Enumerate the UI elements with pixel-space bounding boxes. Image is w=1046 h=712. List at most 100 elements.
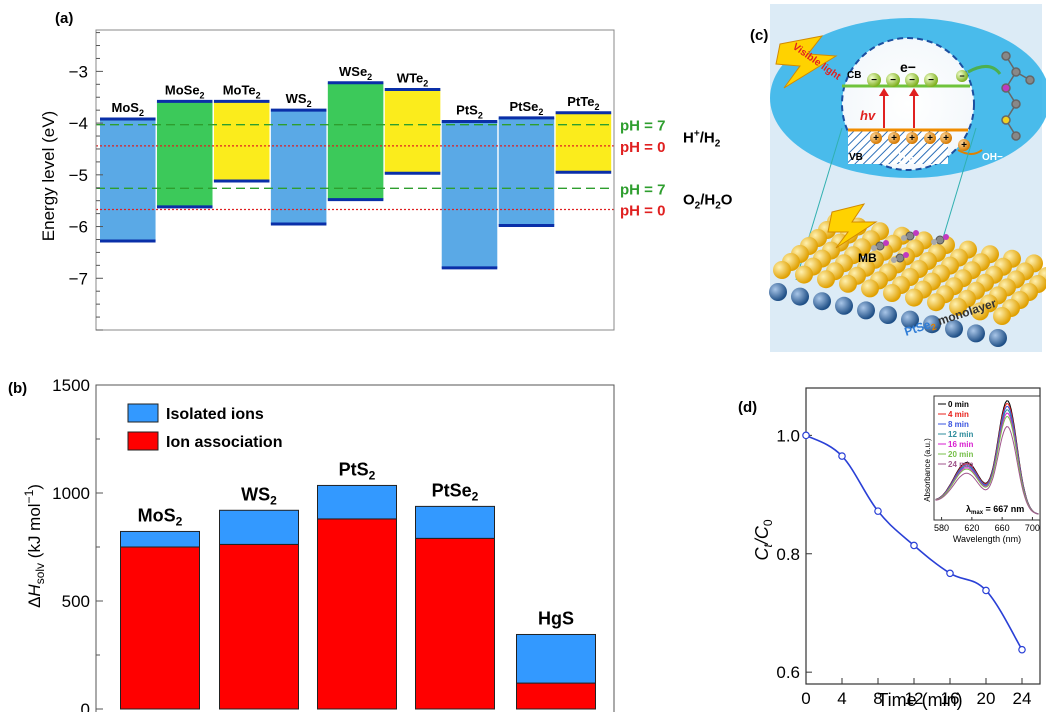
inset-annotation: λmax = 667 nm [966,504,1024,516]
inset-spectrum-line [935,426,1039,515]
oh-label: OH− [982,152,1003,163]
category-label: WS2 [241,484,277,507]
data-point [802,431,810,440]
bar-ion-association [415,537,495,710]
mb-atom [905,231,915,241]
ptse2-monolayer-lattice [769,213,1046,347]
category-label: MoSe2 [165,82,205,100]
band-bar [384,89,441,174]
band-bar [555,112,612,173]
lightning-icon [775,35,838,89]
reference-label: pH = 7 [620,181,665,198]
inset-legend-label: 8 min [948,420,969,429]
y-tick-label: 1.0 [776,426,800,445]
inset-spectrum: 580 620 660 700 Wavelength (nm) Absorbance (a… [923,395,1041,544]
se-atom [945,319,963,338]
panel-d-kinetics-chart: 0 4 8 12 16 20 24 0.6 0.8 1.0 580 620 660 700 Waveleng… [776,387,1041,708]
bar-isolated-ions [120,530,200,548]
y-tick-label: 0.6 [776,663,800,682]
bar-ion-association [120,546,200,710]
mb-label: MB [858,251,877,265]
band-bar [441,121,498,268]
x-tick-label: 8 [873,689,882,708]
y-tick-label: 500 [62,592,90,611]
plot-frame [805,387,1041,685]
category-label: PtSe2 [510,99,544,117]
inset-legend-label: 0 min [948,400,969,409]
category-label: WSe2 [339,64,372,82]
category-label: PtS2 [456,103,483,121]
bar-isolated-ions [317,484,397,520]
pt-atom [839,274,857,293]
y-axis: −7 −6 −5 −4 −3 [69,32,103,331]
band-bar [327,82,384,200]
inset-legend-label: 20 min [948,450,973,459]
panel-d-xlabel: Time (min) [877,690,962,710]
data-point [874,507,882,515]
mb-molecule-icon [1001,51,1035,141]
bar-isolated-ions [415,505,495,539]
inset-legend-label: 24 min [948,460,973,469]
y-tick-label: 1500 [52,376,90,395]
hv-label: hv [860,108,876,123]
y-tick-label: −3 [69,62,88,81]
panel-d-ylabel: Ct/C0 [752,519,775,560]
reference-label: pH = 0 [620,139,665,156]
data-point [982,586,990,595]
category-label: PtS2 [339,459,376,482]
data-point [1018,645,1026,654]
x-tick-label: 16 [941,689,960,708]
panel-label-b: (b) [8,380,27,397]
pt-atom [949,297,967,316]
x-tick-label: 0 [801,689,810,708]
band-bars [100,81,612,270]
legend-swatch [127,403,159,423]
mb-atom [943,234,949,240]
x-tick-label: 24 [1013,689,1032,708]
y-tick-label: −5 [69,166,88,185]
hole-balls: + + + + + + [870,132,970,151]
mb-atom [901,235,907,241]
pt-atom [861,279,879,298]
y-tick-label: −4 [69,114,88,133]
electron-label: e− [900,59,916,75]
x-tick-label: 4 [837,689,846,708]
svg-text:+: + [891,133,897,144]
panel-c-schematic: (c) CB VB − − − − − e− + + + + + + h+ [750,4,1046,352]
legend-swatch [127,431,159,451]
inset-x-tick-label: 700 [1025,523,1040,533]
mb-atom [913,230,919,236]
legend-label: Ion association [166,434,282,451]
excitation-arrows [879,88,919,128]
panel-b-solvation-chart: MoS2 WS2 PtS2 PtSe2 HgS 0 500 1000 1500 Isolated … [52,376,615,712]
inset-ylabel: Absorbance (a.u.) [923,438,932,502]
category-label: MoS2 [138,505,183,528]
band-bar [213,101,270,182]
pt-atom [817,270,835,289]
mb-atom [903,252,909,258]
inset-legend-label: 4 min [948,410,969,419]
bar-ion-association [219,543,299,710]
svg-text:−: − [928,75,934,86]
panel-b-ylabel: ΔHsolv (kJ mol−1) [22,484,47,608]
band-bar [156,101,213,207]
oh-arrow [957,149,983,155]
pt-atom [773,261,791,279]
category-label: MoS2 [112,100,144,118]
se-atom [989,329,1007,347]
se-atom [813,292,831,311]
zoom-line-right [939,127,977,249]
legend-label: Isolated ions [166,406,264,423]
pt-atom [905,288,923,307]
category-label: PtTe2 [567,94,599,112]
mb-atom [895,253,905,263]
svg-text:+: + [927,133,933,144]
y-tick-label: −6 [69,218,88,237]
se-atom [879,306,897,324]
mb-atom [875,241,885,251]
pt-atom [795,265,813,284]
couple-label-o: O2/H2O [683,192,733,212]
svg-text:+: + [961,140,967,151]
category-label: WS2 [286,91,312,109]
